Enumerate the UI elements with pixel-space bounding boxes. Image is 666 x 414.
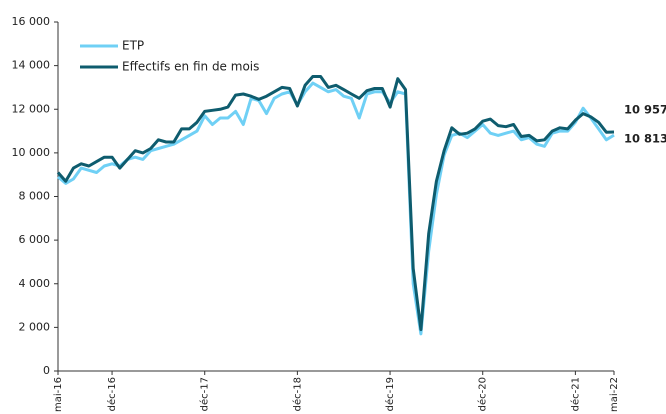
value-label: 10 957 [624,103,666,117]
x-tick-label: mai-16 [53,377,64,412]
legend-label: Effectifs en fin de mois [122,60,259,74]
legend-label: ETP [122,39,144,53]
y-tick-label: 8 000 [19,190,51,203]
x-tick-label: déc-20 [477,377,489,411]
series-line [57,81,615,336]
x-tick-label: déc-17 [199,377,211,411]
value-label: 10 813 [624,132,666,146]
y-tick-label: 14 000 [12,59,51,72]
y-tick-label: 16 000 [12,15,51,28]
y-tick-label: 6 000 [19,233,51,246]
y-tick-label: 4 000 [19,277,51,290]
series-line [56,75,615,332]
x-tick-label: déc-19 [384,377,396,411]
x-tick-label: mai-22 [609,377,620,412]
x-tick-label: déc-18 [291,377,303,411]
x-tick-label: déc-21 [569,377,581,411]
x-tick-label: déc-16 [106,377,118,411]
y-tick-label: 10 000 [12,146,51,159]
y-tick-label: 0 [43,364,50,377]
y-tick-label: 12 000 [12,102,51,115]
y-tick-label: 2 000 [19,320,51,333]
